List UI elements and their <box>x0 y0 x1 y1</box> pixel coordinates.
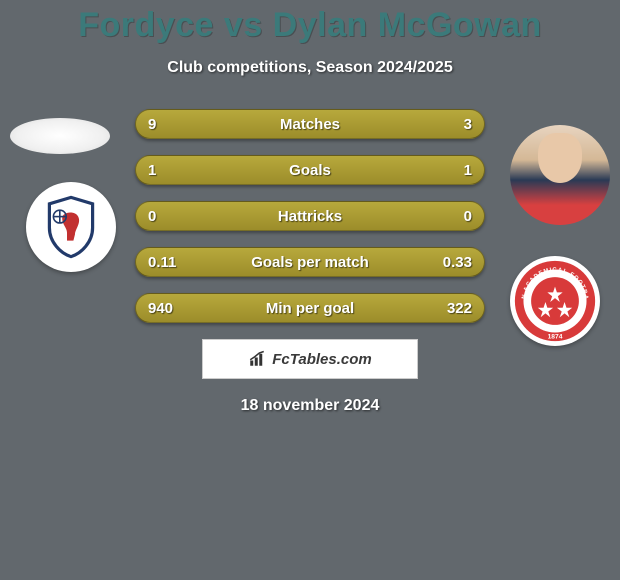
stat-label: Goals <box>188 162 432 179</box>
stat-left-value: 1 <box>148 162 188 179</box>
player-left-avatar <box>10 118 110 154</box>
date-text: 18 november 2024 <box>0 397 620 415</box>
player-right-avatar <box>510 125 610 225</box>
stat-left-value: 0.11 <box>148 254 188 271</box>
brand-box[interactable]: FcTables.com <box>202 339 418 379</box>
stat-label: Hattricks <box>188 208 432 225</box>
stat-left-value: 9 <box>148 116 188 133</box>
roundel-icon: 1874 HAMILTON ACADEMICAL FOOTBALL CLUB <box>512 258 598 344</box>
stat-left-value: 940 <box>148 300 188 317</box>
stat-label: Goals per match <box>188 254 432 271</box>
crest-year: 1874 <box>548 333 563 340</box>
bar-chart-icon <box>248 350 266 368</box>
stat-right-value: 3 <box>432 116 472 133</box>
player-right-crest: 1874 HAMILTON ACADEMICAL FOOTBALL CLUB <box>510 256 600 346</box>
comparison-card: Fordyce vs Dylan McGowan Club competitio… <box>0 0 620 580</box>
stat-right-value: 1 <box>432 162 472 179</box>
stat-right-value: 0 <box>432 208 472 225</box>
stat-row: 9 Matches 3 <box>135 109 485 139</box>
stat-right-value: 0.33 <box>432 254 472 271</box>
player-left-crest <box>26 182 116 272</box>
stat-right-value: 322 <box>432 300 472 317</box>
stat-row: 0 Hattricks 0 <box>135 201 485 231</box>
stat-label: Min per goal <box>188 300 432 317</box>
stat-label: Matches <box>188 116 432 133</box>
stats-table: 9 Matches 3 1 Goals 1 0 Hattricks 0 0.11… <box>135 109 485 323</box>
subtitle: Club competitions, Season 2024/2025 <box>0 59 620 77</box>
page-title: Fordyce vs Dylan McGowan <box>0 6 620 45</box>
stat-row: 940 Min per goal 322 <box>135 293 485 323</box>
stat-left-value: 0 <box>148 208 188 225</box>
stat-row: 0.11 Goals per match 0.33 <box>135 247 485 277</box>
shield-icon <box>35 191 107 263</box>
brand-text: FcTables.com <box>272 351 371 368</box>
stat-row: 1 Goals 1 <box>135 155 485 185</box>
